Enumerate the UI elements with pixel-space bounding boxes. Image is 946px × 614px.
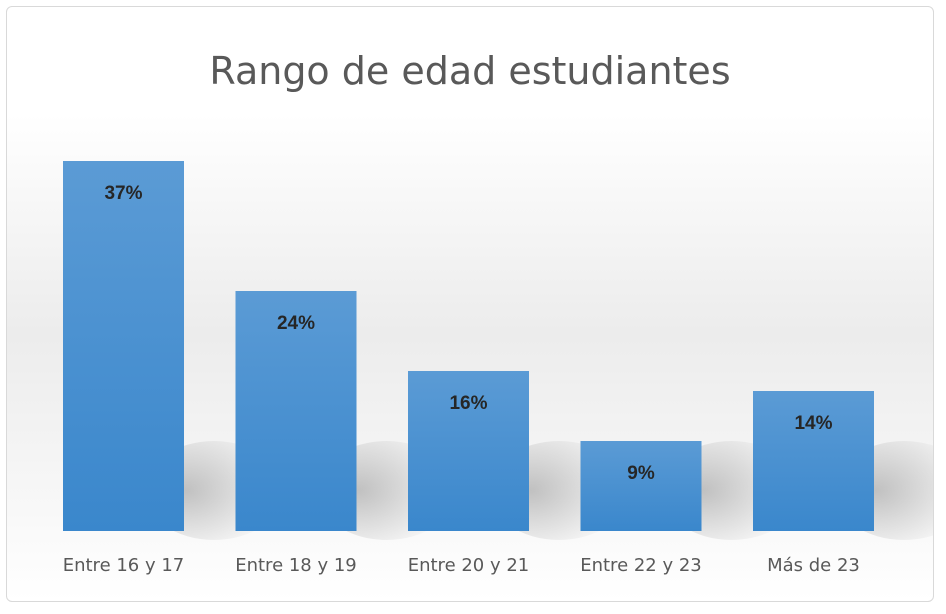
- data-label: 37%: [104, 183, 142, 204]
- data-label: 9%: [627, 463, 655, 484]
- bar-chart: 37% 24% 16% 9% 14% Entre 16 y 17 Entre 18 y 1…: [63, 161, 933, 576]
- data-label: 16%: [449, 393, 487, 414]
- x-tick-label: Entre 16 y 17: [63, 555, 185, 576]
- bar: [753, 391, 874, 531]
- x-tick-label: Entre 18 y 19: [235, 555, 357, 576]
- chart-frame: Rango de edad estudiantes 37% 24% 16% 9% 14%…: [6, 6, 934, 602]
- x-tick-label: Entre 20 y 21: [408, 555, 530, 576]
- data-label: 24%: [277, 313, 315, 334]
- bar: [235, 291, 357, 531]
- bar: [580, 441, 702, 531]
- bar: [63, 161, 184, 531]
- chart-title: Rango de edad estudiantes: [209, 49, 731, 93]
- bar: [408, 371, 529, 531]
- data-label: 14%: [794, 413, 832, 434]
- x-tick-label: Más de 23: [767, 555, 860, 576]
- x-tick-label: Entre 22 y 23: [580, 555, 702, 576]
